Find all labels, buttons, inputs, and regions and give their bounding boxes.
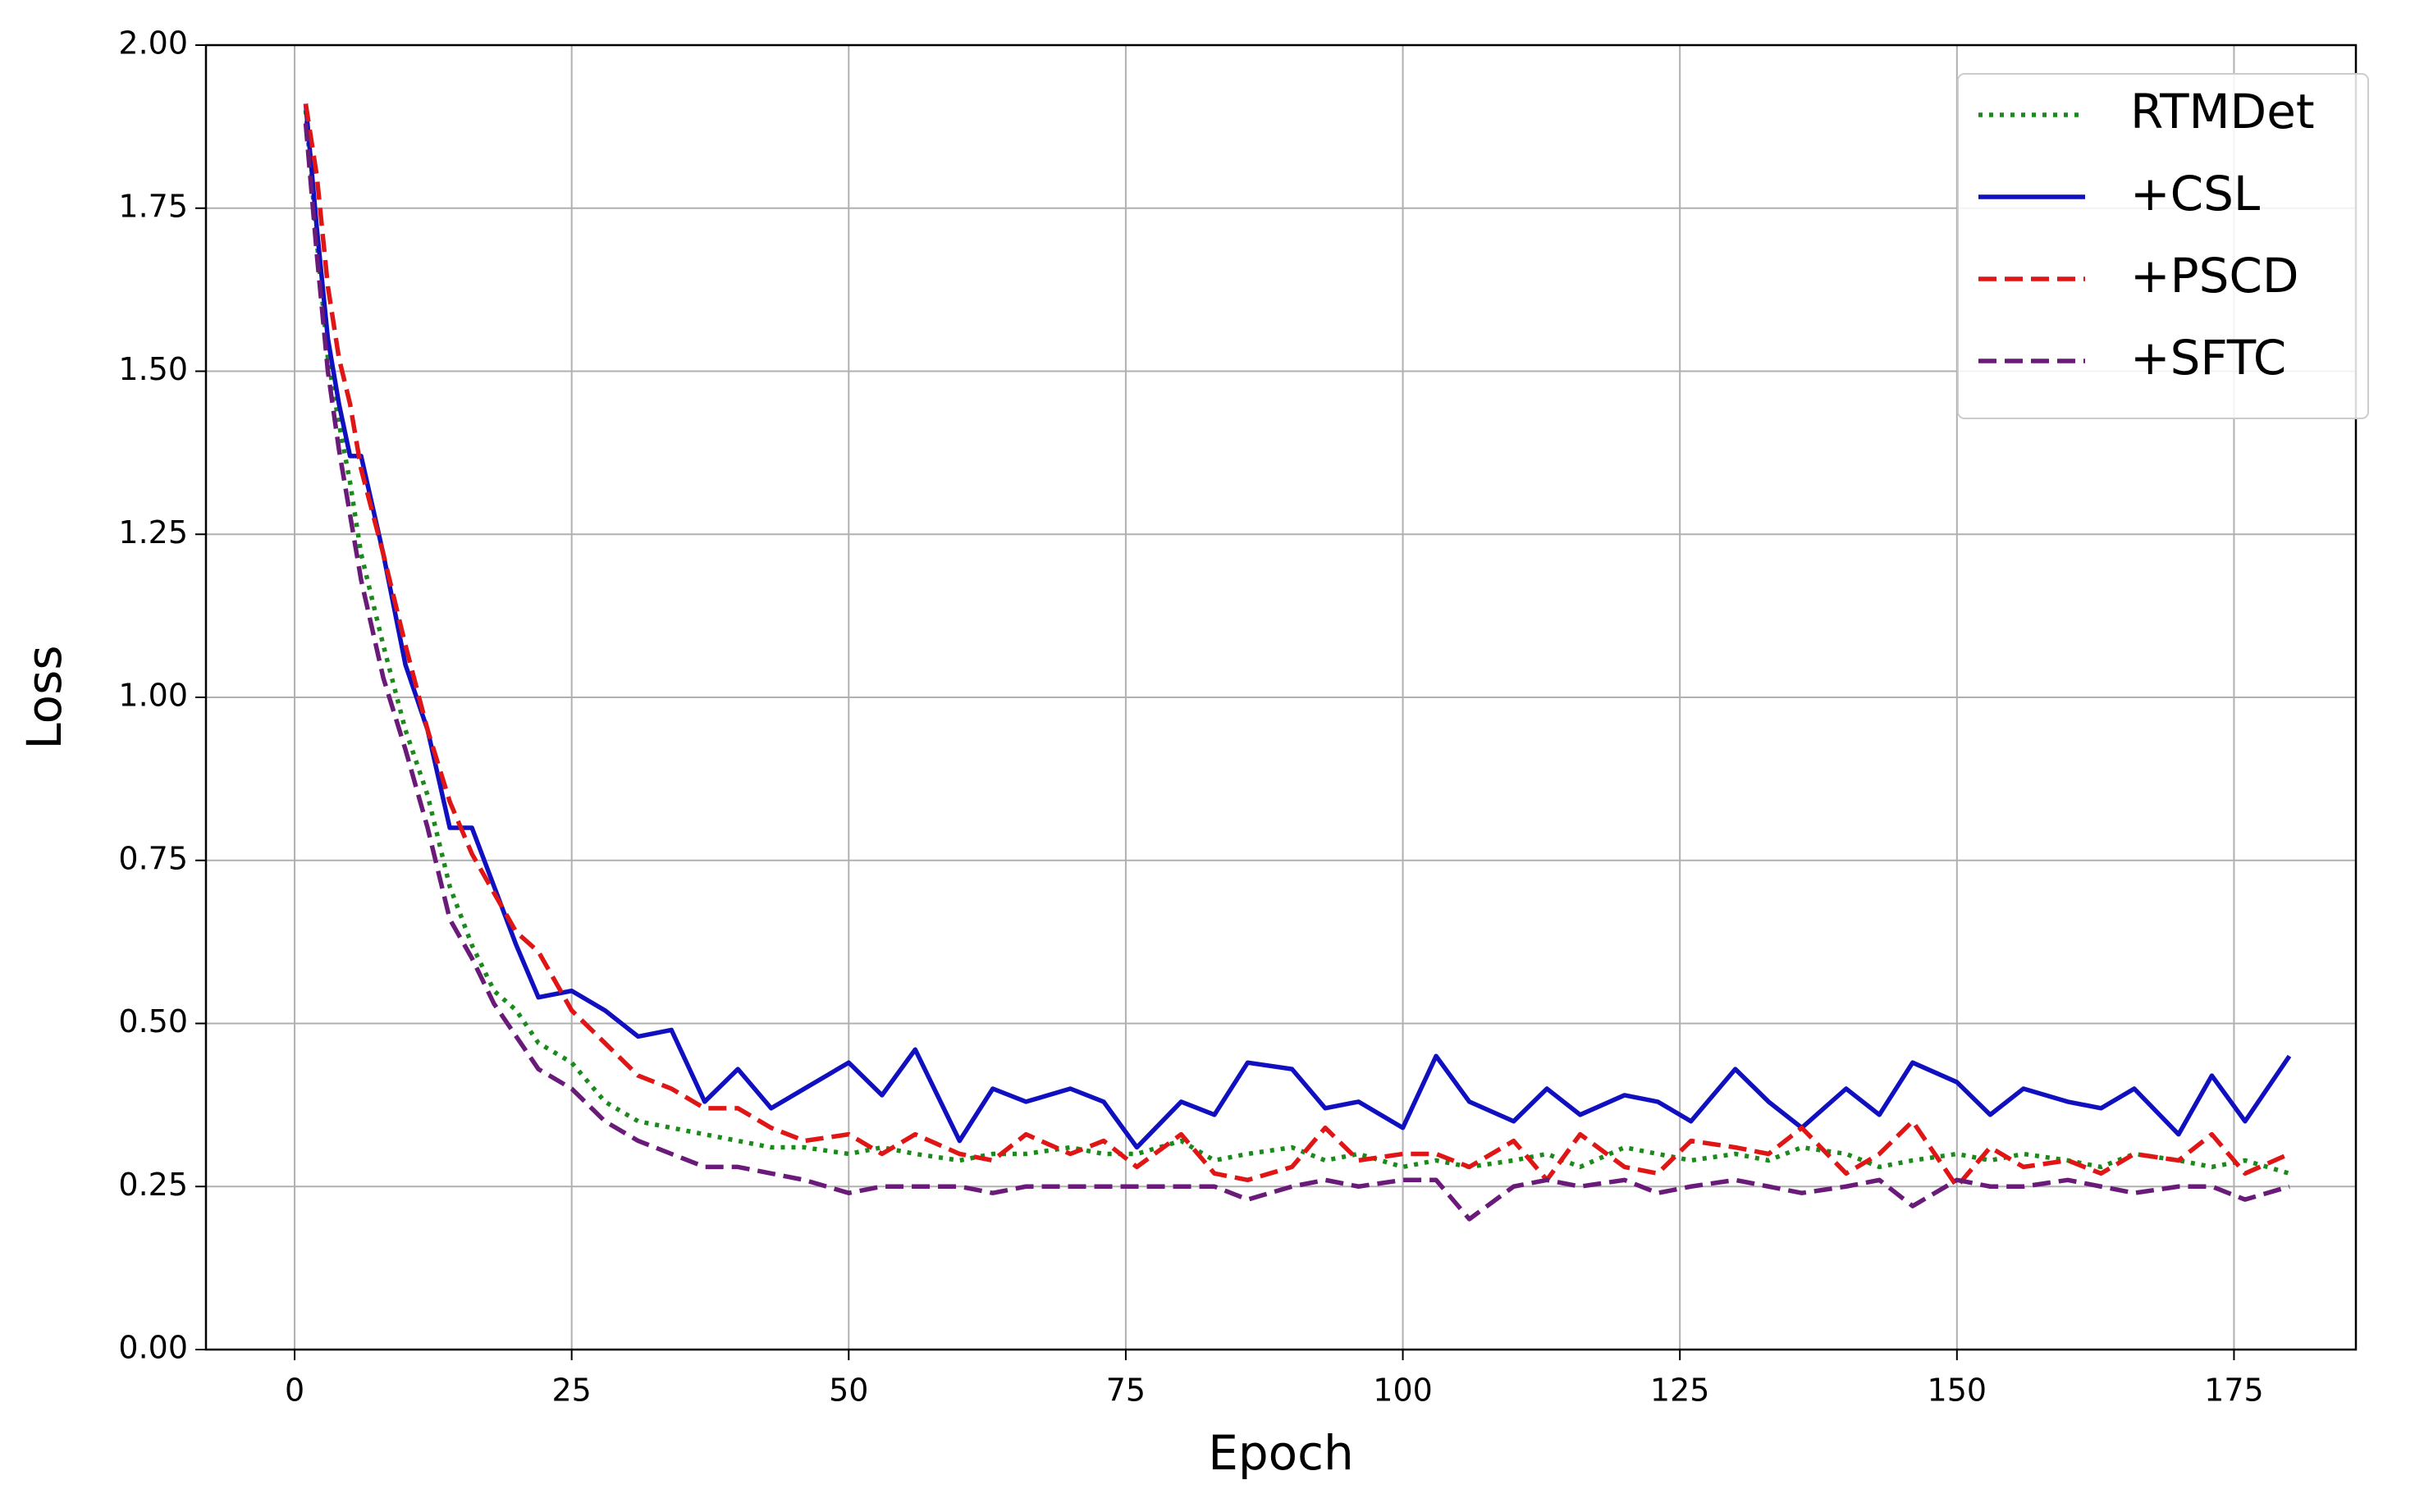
plot-frame [204, 43, 2358, 1351]
x-tick-label: 150 [1928, 1373, 1987, 1409]
y-tick-label: 0.75 [118, 840, 188, 876]
y-tick-label: 1.50 [118, 351, 188, 387]
x-tick-label: 175 [2204, 1373, 2264, 1409]
y-tick-label: 2.00 [118, 25, 188, 62]
series-line [303, 123, 2290, 1222]
y-tick-label: 0.25 [118, 1167, 188, 1203]
x-tick-label: 75 [1106, 1373, 1146, 1409]
series-line [303, 103, 2291, 1189]
y-tick-label: 0.00 [118, 1330, 188, 1366]
x-tick-label: 100 [1373, 1373, 1433, 1409]
y-tick-label: 1.00 [118, 678, 188, 714]
series-line [303, 103, 2292, 1150]
x-axis-label: Epoch [1208, 1425, 1354, 1481]
x-tick-label: 50 [829, 1373, 868, 1409]
x-tick-label: 125 [1650, 1373, 1710, 1409]
x-tick-label: 0 [285, 1373, 304, 1409]
legend-box [1957, 73, 2369, 419]
x-tick-label: 25 [551, 1373, 591, 1409]
y-tick-label: 1.25 [118, 514, 188, 550]
legend-label: +CSL [2130, 166, 2260, 222]
legend-label: +PSCD [2130, 248, 2299, 304]
y-tick-label: 1.75 [118, 188, 188, 224]
legend-label: RTMDet [2130, 84, 2315, 139]
legend-label: +SFTC [2130, 330, 2286, 386]
y-axis-label: Loss [16, 645, 72, 749]
y-tick-label: 0.50 [118, 1003, 188, 1039]
